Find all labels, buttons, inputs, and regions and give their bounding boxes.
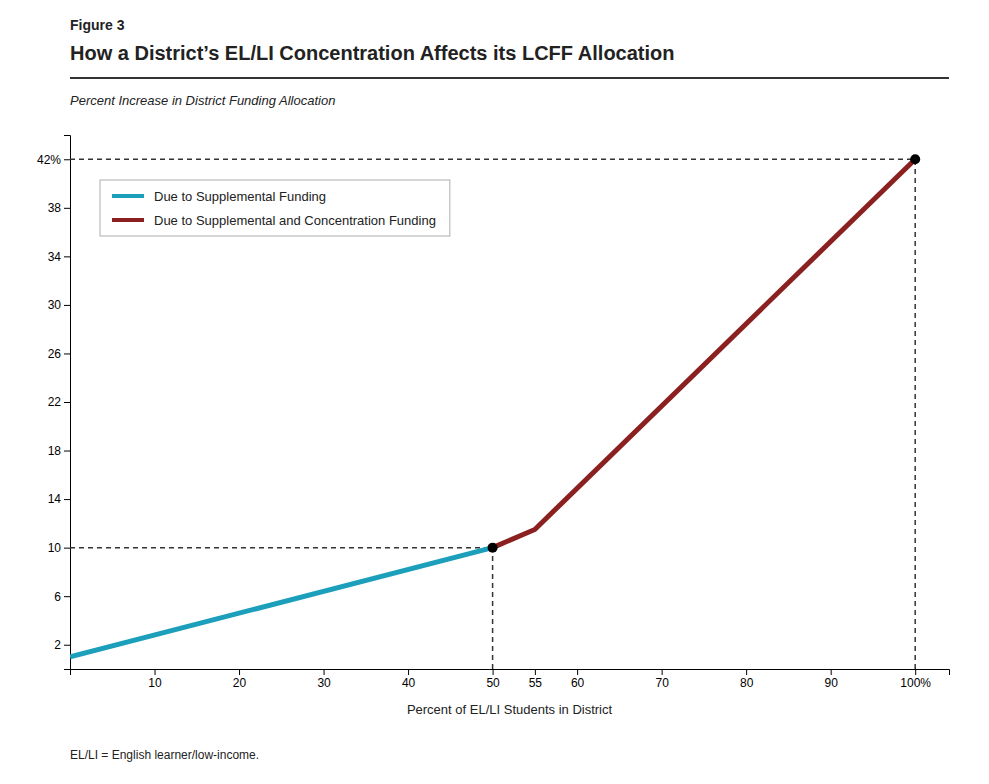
x-axis: 10 20 30 40 50 55 60 70 80 90 100% xyxy=(71,669,950,690)
y-tick-label: 10 xyxy=(48,541,62,555)
figure-label: Figure 3 xyxy=(70,17,125,33)
y-tick-label: 18 xyxy=(48,444,62,458)
x-tick-mark xyxy=(535,669,536,675)
x-tick: 20 xyxy=(233,669,247,690)
x-tick-label: 70 xyxy=(655,676,669,690)
y-tick-mark xyxy=(64,256,70,257)
x-tick-mark xyxy=(831,669,832,675)
y-tick-mark xyxy=(64,596,70,597)
x-tick-label: 100% xyxy=(900,676,931,690)
x-tick-label: 30 xyxy=(317,676,331,690)
y-tick-mark xyxy=(64,305,70,306)
y-tick: 18 xyxy=(48,444,70,458)
x-tick-label: 90 xyxy=(824,676,838,690)
y-tick-label: 38 xyxy=(48,201,62,215)
x-tick-label: 60 xyxy=(571,676,585,690)
x-tick-label: 80 xyxy=(740,676,754,690)
x-tick-mark xyxy=(408,669,409,675)
x-tick-mark xyxy=(662,669,663,675)
y-tick-mark xyxy=(64,208,70,209)
x-tick-label: 50 xyxy=(486,676,500,690)
y-tick: 2 xyxy=(54,638,70,652)
y-tick: 22 xyxy=(48,395,70,409)
legend-item: Due to Supplemental Funding xyxy=(112,189,326,204)
y-tick-mark xyxy=(64,159,70,160)
x-tick-mark xyxy=(493,669,494,675)
y-tick-mark xyxy=(64,402,70,403)
footnote: EL/LI = English learner/low-income. xyxy=(70,748,259,762)
x-tick-label: 55 xyxy=(529,676,543,690)
key-point xyxy=(910,154,920,164)
y-tick-label: 14 xyxy=(48,492,62,506)
chart: Figure 3 How a District’s EL/LI Concentra… xyxy=(0,0,989,784)
x-tick-label: 40 xyxy=(402,676,416,690)
series-line xyxy=(493,159,916,547)
y-tick-label: 26 xyxy=(48,347,62,361)
x-tick: 60 xyxy=(571,669,585,690)
x-tick: 10 xyxy=(148,669,162,690)
x-tick-mark xyxy=(746,669,747,675)
y-tick-mark xyxy=(64,353,70,354)
legend-label: Due to Supplemental and Concentration Fu… xyxy=(154,213,436,228)
y-tick-label: 30 xyxy=(48,298,62,312)
x-axis-title: Percent of EL/LI Students in District xyxy=(407,702,613,717)
y-tick: 34 xyxy=(48,250,70,264)
legend-swatch xyxy=(112,218,144,222)
x-tick: 90 xyxy=(824,669,838,690)
y-tick-mark xyxy=(64,499,70,500)
x-tick-mark xyxy=(577,669,578,675)
y-tick-label: 6 xyxy=(54,590,61,604)
y-tick: 42% xyxy=(37,153,70,167)
x-tick-mark xyxy=(239,669,240,675)
y-tick-label: 42% xyxy=(37,153,61,167)
x-tick: 30 xyxy=(317,669,331,690)
x-tick: 100% xyxy=(900,669,931,690)
legend-item: Due to Supplemental and Concentration Fu… xyxy=(112,213,436,228)
title-rule xyxy=(70,77,949,79)
x-tick-label: 20 xyxy=(233,676,247,690)
y-tick-mark xyxy=(64,548,70,549)
legend-label: Due to Supplemental Funding xyxy=(154,189,326,204)
legend: Due to Supplemental Funding Due to Supple… xyxy=(100,180,450,236)
y-tick-label: 22 xyxy=(48,395,62,409)
y-axis: 26101418222630343842% xyxy=(37,136,71,670)
x-tick: 80 xyxy=(740,669,754,690)
y-axis-line xyxy=(64,136,71,670)
y-tick: 38 xyxy=(48,201,70,215)
marks xyxy=(70,154,920,669)
key-point xyxy=(488,543,498,553)
x-tick-mark xyxy=(915,669,916,675)
y-axis-title: Percent Increase in District Funding All… xyxy=(70,93,335,108)
plot: 10203040505560708090100%2610141822263034… xyxy=(37,136,950,690)
y-tick-mark xyxy=(64,645,70,646)
title: How a District’s EL/LI Concentration Aff… xyxy=(70,42,675,64)
y-tick: 30 xyxy=(48,298,70,312)
x-tick: 55 xyxy=(529,669,543,690)
x-tick: 40 xyxy=(402,669,416,690)
x-tick: 50 xyxy=(486,669,500,690)
reference-line xyxy=(70,547,493,549)
y-tick: 14 xyxy=(48,492,70,506)
y-tick-mark xyxy=(64,451,70,452)
legend-swatch xyxy=(112,194,144,198)
y-tick: 6 xyxy=(54,590,70,604)
legend-frame xyxy=(100,180,450,236)
reference-line xyxy=(492,548,494,669)
y-tick-label: 34 xyxy=(48,250,62,264)
x-tick-label: 10 xyxy=(148,676,162,690)
series-line xyxy=(70,548,493,657)
y-tick: 10 xyxy=(48,541,70,555)
reference-line xyxy=(914,159,916,669)
x-tick-mark xyxy=(324,669,325,675)
y-tick-label: 2 xyxy=(54,638,61,652)
y-tick: 26 xyxy=(48,347,70,361)
x-tick: 70 xyxy=(655,669,669,690)
reference-line xyxy=(70,159,915,161)
x-tick-mark xyxy=(155,669,156,675)
x-axis-line xyxy=(71,670,950,676)
